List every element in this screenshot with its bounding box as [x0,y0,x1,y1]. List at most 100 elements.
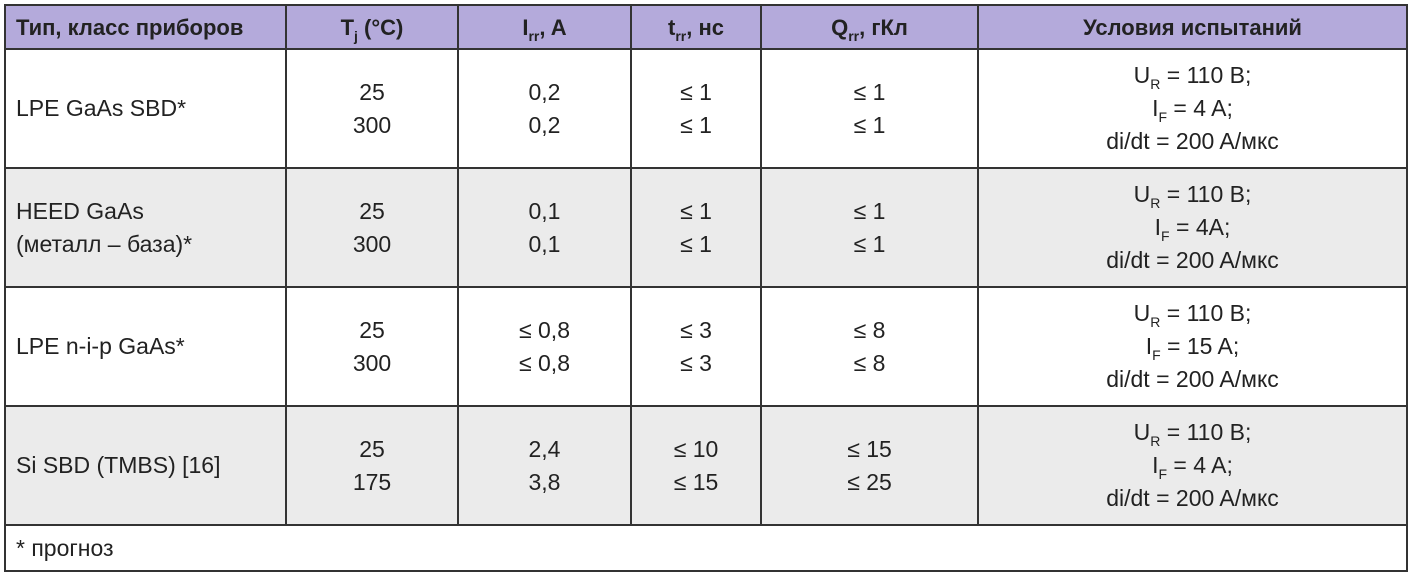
condition-line-rest: = 110 В; [1160,300,1252,326]
table-row: Si SBD (TMBS) [16] 25 175 2,4 3,8 ≤ 10 ≤ 15 ≤ 1… [4,405,1408,526]
cell-line: ≤ 0,8 [519,349,570,376]
cell-line: (металл – база)* [16,230,193,257]
condition-line-main: di/dt = 200 A/мкс [1106,485,1279,511]
condition-line-sub: R [1150,314,1161,330]
condition-line-sub: F [1158,466,1168,482]
cell-line: ≤ 25 [847,468,892,495]
cell-line: 300 [352,349,392,376]
header-text: Tj (°C) [297,11,447,44]
cell-line: ≤ 1 [853,111,886,138]
cell: ≤ 1 ≤ 1 [760,167,979,288]
cell: ≤ 3 ≤ 3 [630,286,762,407]
cell: ≤ 0,8 ≤ 0,8 [457,286,632,407]
header-text-sub: rr [848,27,860,44]
header-text-main: Тип, класс приборов [16,14,244,40]
cell: ≤ 15 ≤ 25 [760,405,979,526]
footnote-row: * прогноз [4,524,1408,572]
condition-line-rest: = 15 A; [1160,333,1240,359]
condition-line-rest: = 4A; [1169,214,1231,240]
cell-line: ≤ 3 [680,316,712,343]
cell-line: HEED GaAs [16,197,144,224]
cell: LPE GaAs SBD* [4,48,287,169]
condition-line-rest: = 4 A; [1167,452,1233,478]
condition-line-sub: R [1150,433,1161,449]
condition-line: IF = 4 A; [989,449,1396,482]
header-text: Qrr, гКл [772,11,967,44]
cell: ≤ 1 ≤ 1 [630,48,762,169]
cell: 0,2 0,2 [457,48,632,169]
cell-line: ≤ 1 [680,197,712,224]
header-text-rest: , гКл [859,14,908,40]
condition-line-main: U [1133,419,1151,445]
cell: 25 300 [285,286,459,407]
cell: 25 300 [285,48,459,169]
condition-line-rest: = 110 В; [1160,181,1252,207]
cell-line: LPE GaAs SBD* [16,95,187,121]
cell-line: ≤ 1 [680,78,712,105]
cell: ≤ 1 ≤ 1 [760,48,979,169]
condition-line: IF = 4 A; [989,92,1396,125]
table-row: HEED GaAs (металл – база)* 25 300 0,1 0,1 ≤ 1 ≤… [4,167,1408,288]
footnote: * прогноз [4,524,1408,572]
cell-line: 0,2 [528,111,561,138]
condition-line: di/dt = 200 A/мкс [989,482,1396,515]
condition-line-main: di/dt = 200 A/мкс [1106,128,1279,154]
conditions-cell: UR = 110 В; IF = 15 A; di/dt = 200 A/мкс [977,286,1408,407]
header-text-sub: rr [528,27,540,44]
condition-line-main: U [1133,62,1151,88]
cell-line: 300 [352,111,392,138]
condition-line-rest: = 4 A; [1167,95,1233,121]
cell-line: 25 [359,316,385,343]
cell-line: 175 [352,468,392,495]
header-text: Условия испытаний [989,11,1396,44]
header-text-sub: j [354,27,358,44]
condition-line-sub: F [1152,347,1161,363]
cell: HEED GaAs (металл – база)* [4,167,287,288]
cell-line: 0,2 [528,78,561,105]
table-row: LPE n-i-p GaAs* 25 300 ≤ 0,8 ≤ 0,8 ≤ 3 ≤ 3 ≤ 8 ≤… [4,286,1408,407]
header-text: trr, нс [642,11,750,44]
cell-line: 2,4 [528,435,561,462]
cell-line: ≤ 8 [853,316,886,343]
cell-line: LPE n-i-p GaAs* [16,333,185,359]
cell-line: ≤ 1 [853,230,886,257]
cell-line: 0,1 [528,230,561,257]
cell-line: ≤ 10 [673,435,719,462]
condition-line: UR = 110 В; [989,297,1396,330]
condition-line-sub: F [1161,228,1170,244]
condition-line: UR = 110 В; [989,178,1396,211]
header-text-main: Q [831,14,849,40]
cell: ≤ 1 ≤ 1 [630,167,762,288]
cell-line: 300 [352,230,392,257]
cell-line: 25 [359,435,385,462]
cell-line: ≤ 1 [853,78,886,105]
header-cell: Tj (°C) [285,4,459,50]
condition-line-main: I [1152,452,1159,478]
condition-line: di/dt = 200 A/мкс [989,125,1396,158]
cell: Si SBD (TMBS) [16] [4,405,287,526]
header-text-main: Условия испытаний [1083,14,1302,40]
cell-line: 25 [359,197,385,224]
conditions-cell: UR = 110 В; IF = 4A; di/dt = 200 A/мкс [977,167,1408,288]
condition-line-sub: F [1158,109,1168,125]
header-cell: Тип, класс приборов [4,4,287,50]
header-cell: Условия испытаний [977,4,1408,50]
cell: 0,1 0,1 [457,167,632,288]
condition-line-main: I [1145,333,1153,359]
header-text-sub: rr [675,27,687,44]
cell-line: ≤ 15 [847,435,892,462]
condition-line-main: di/dt = 200 A/мкс [1106,366,1279,392]
cell-line: ≤ 3 [680,349,712,376]
condition-line-sub: R [1150,76,1161,92]
condition-line: IF = 15 A; [989,330,1396,363]
conditions-cell: UR = 110 В; IF = 4 A; di/dt = 200 A/мкс [977,48,1408,169]
header-cell: Qrr, гКл [760,4,979,50]
cell: ≤ 10 ≤ 15 [630,405,762,526]
condition-line-rest: = 110 В; [1160,419,1252,445]
condition-line-main: I [1152,95,1159,121]
condition-line: di/dt = 200 A/мкс [989,244,1396,277]
header-text-main: T [340,14,355,40]
